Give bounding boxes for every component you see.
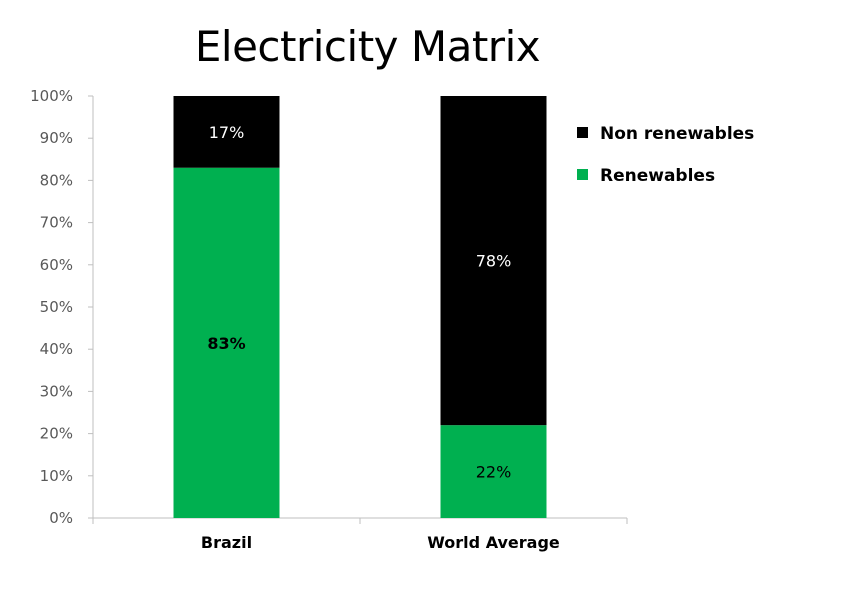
- y-tick-label: 60%: [40, 256, 73, 274]
- legend-swatch: [577, 127, 588, 138]
- y-tick-label: 30%: [40, 382, 73, 400]
- data-label: 22%: [476, 463, 512, 482]
- data-label: 17%: [209, 123, 245, 142]
- y-tick-label: 90%: [40, 129, 73, 147]
- bar-segment-renewables: [173, 167, 280, 519]
- data-label: 83%: [207, 334, 245, 353]
- legend-label: Non renewables: [600, 124, 754, 144]
- y-tick-label: 80%: [40, 171, 73, 189]
- x-category-label: World Average: [427, 533, 560, 552]
- y-tick-label: 0%: [49, 509, 73, 527]
- y-tick-label: 100%: [30, 87, 73, 105]
- data-label: 78%: [476, 252, 512, 271]
- chart-title: Electricity Matrix: [194, 22, 541, 71]
- bar-segment-non-renewables: [440, 96, 547, 426]
- legend-label: Renewables: [600, 166, 715, 186]
- y-tick-label: 20%: [40, 425, 73, 443]
- bar-segment-renewables: [440, 425, 547, 518]
- y-tick-label: 40%: [40, 340, 73, 358]
- y-tick-label: 50%: [40, 298, 73, 316]
- x-category-label: Brazil: [201, 533, 252, 552]
- bar-segment-non-renewables: [173, 96, 280, 168]
- legend-swatch: [577, 169, 588, 180]
- y-tick-label: 70%: [40, 214, 73, 232]
- y-tick-label: 10%: [40, 467, 73, 485]
